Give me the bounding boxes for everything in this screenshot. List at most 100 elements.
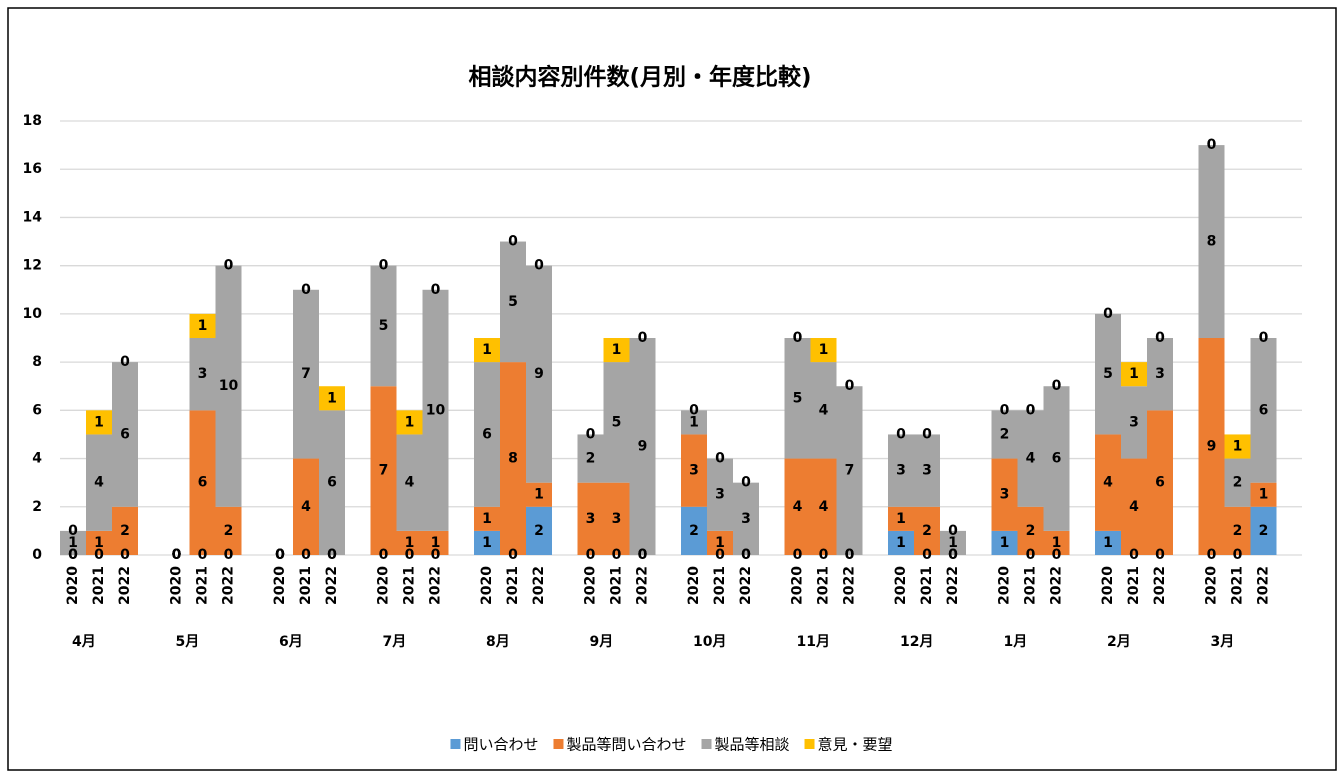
bar-segment (1224, 506, 1251, 555)
chart-title: 相談内容別件数(月別・年度比較) (468, 64, 811, 91)
data-label: 0 (1052, 547, 1062, 563)
bar-segment (603, 362, 630, 483)
data-label: 0 (301, 547, 311, 563)
data-label: 0 (1207, 547, 1217, 563)
data-label: 1 (68, 535, 78, 551)
data-label: 1 (1000, 535, 1010, 551)
bar-segment (396, 410, 423, 435)
x-tick-label: 2020 (1100, 566, 1116, 605)
bar-segment (112, 362, 138, 507)
data-label: 7 (845, 463, 855, 479)
bar-segment (474, 338, 500, 363)
data-label: 2 (534, 523, 544, 539)
x-tick-label: 2022 (842, 566, 858, 605)
bar-segment (112, 506, 138, 555)
data-label: 1 (94, 535, 104, 551)
data-label: 6 (1052, 451, 1062, 467)
data-label: 0 (120, 547, 130, 563)
bar-segment (1121, 362, 1147, 387)
x-tick-label: 2020 (686, 566, 702, 605)
data-label: 0 (715, 451, 725, 467)
data-label: 0 (586, 426, 596, 442)
data-label: 0 (922, 547, 932, 563)
bar-segment (474, 362, 500, 507)
bar-segment (1250, 338, 1277, 483)
bar-segment (888, 506, 914, 531)
data-label: 2 (120, 523, 130, 539)
data-label: 0 (1026, 402, 1036, 418)
data-label: 1 (1233, 439, 1243, 455)
data-label: 1 (612, 342, 622, 358)
data-label: 1 (431, 535, 441, 551)
data-label: 0 (612, 547, 622, 563)
bar-segment (707, 530, 733, 555)
legend-swatch (553, 739, 564, 749)
legend-label: 意見・要望 (818, 736, 893, 754)
data-label: 4 (405, 475, 415, 491)
x-tick-label: 2022 (738, 566, 754, 605)
bar-segment (500, 241, 526, 363)
data-label: 0 (224, 258, 234, 274)
data-label: 8 (1207, 234, 1217, 250)
data-label: 1 (896, 535, 906, 551)
data-label: 0 (638, 547, 648, 563)
data-label: 3 (689, 463, 699, 479)
group-label: 8月 (486, 634, 510, 650)
bar-segment (707, 458, 733, 531)
bar-segment (370, 386, 397, 555)
data-label: 0 (948, 547, 958, 563)
data-label: 0 (275, 547, 285, 563)
data-label: 0 (845, 378, 855, 394)
data-label: 0 (198, 547, 208, 563)
data-label: 0 (1129, 547, 1139, 563)
x-tick-label: 2021 (402, 566, 418, 605)
bar-segment (991, 458, 1018, 531)
x-tick-label: 2021 (1023, 566, 1039, 605)
x-tick-label: 2020 (272, 566, 288, 605)
bar-segment (1250, 506, 1277, 555)
data-label: 0 (586, 547, 596, 563)
x-tick-label: 2022 (221, 566, 237, 605)
data-label: 0 (68, 523, 78, 539)
data-label: 0 (741, 475, 751, 491)
x-tick-label: 2020 (479, 566, 495, 605)
data-label: 4 (1129, 499, 1139, 515)
data-label: 1 (715, 535, 725, 551)
y-tick-label: 12 (23, 258, 42, 274)
x-tick-label: 2022 (1049, 566, 1065, 605)
bar-segment (681, 410, 707, 435)
group-label: 3月 (1211, 634, 1235, 650)
data-label: 6 (1259, 402, 1269, 418)
bar-segment (810, 362, 837, 459)
x-tick-label: 2022 (945, 566, 961, 605)
data-label: 0 (172, 547, 182, 563)
data-label: 0 (275, 547, 285, 563)
bar-segment (319, 386, 345, 411)
data-label: 5 (508, 294, 518, 310)
bar-segment (86, 410, 112, 435)
data-label: 1 (948, 535, 958, 551)
group-label: 7月 (383, 634, 407, 650)
bar-segment (396, 530, 423, 555)
bar-segment (526, 506, 552, 555)
bar-segment (733, 482, 759, 555)
bar-segment (603, 338, 630, 363)
bar-segment (681, 506, 707, 555)
data-label: 7 (301, 366, 311, 382)
data-label: 3 (896, 463, 906, 479)
data-label: 6 (327, 475, 337, 491)
legend-swatch (450, 739, 461, 749)
data-label: 2 (1259, 523, 1269, 539)
bar-segment (422, 289, 449, 531)
x-tick-label: 2022 (1152, 566, 1168, 605)
data-label: 6 (120, 426, 130, 442)
data-label: 1 (534, 487, 544, 503)
bar-segment (681, 434, 707, 507)
data-label: 0 (793, 330, 803, 346)
data-label: 2 (586, 451, 596, 467)
bar-segment (526, 482, 552, 507)
data-label: 1 (1129, 366, 1139, 382)
x-tick-label: 2022 (635, 566, 651, 605)
data-label: 0 (508, 234, 518, 250)
bar-segment (474, 530, 500, 555)
